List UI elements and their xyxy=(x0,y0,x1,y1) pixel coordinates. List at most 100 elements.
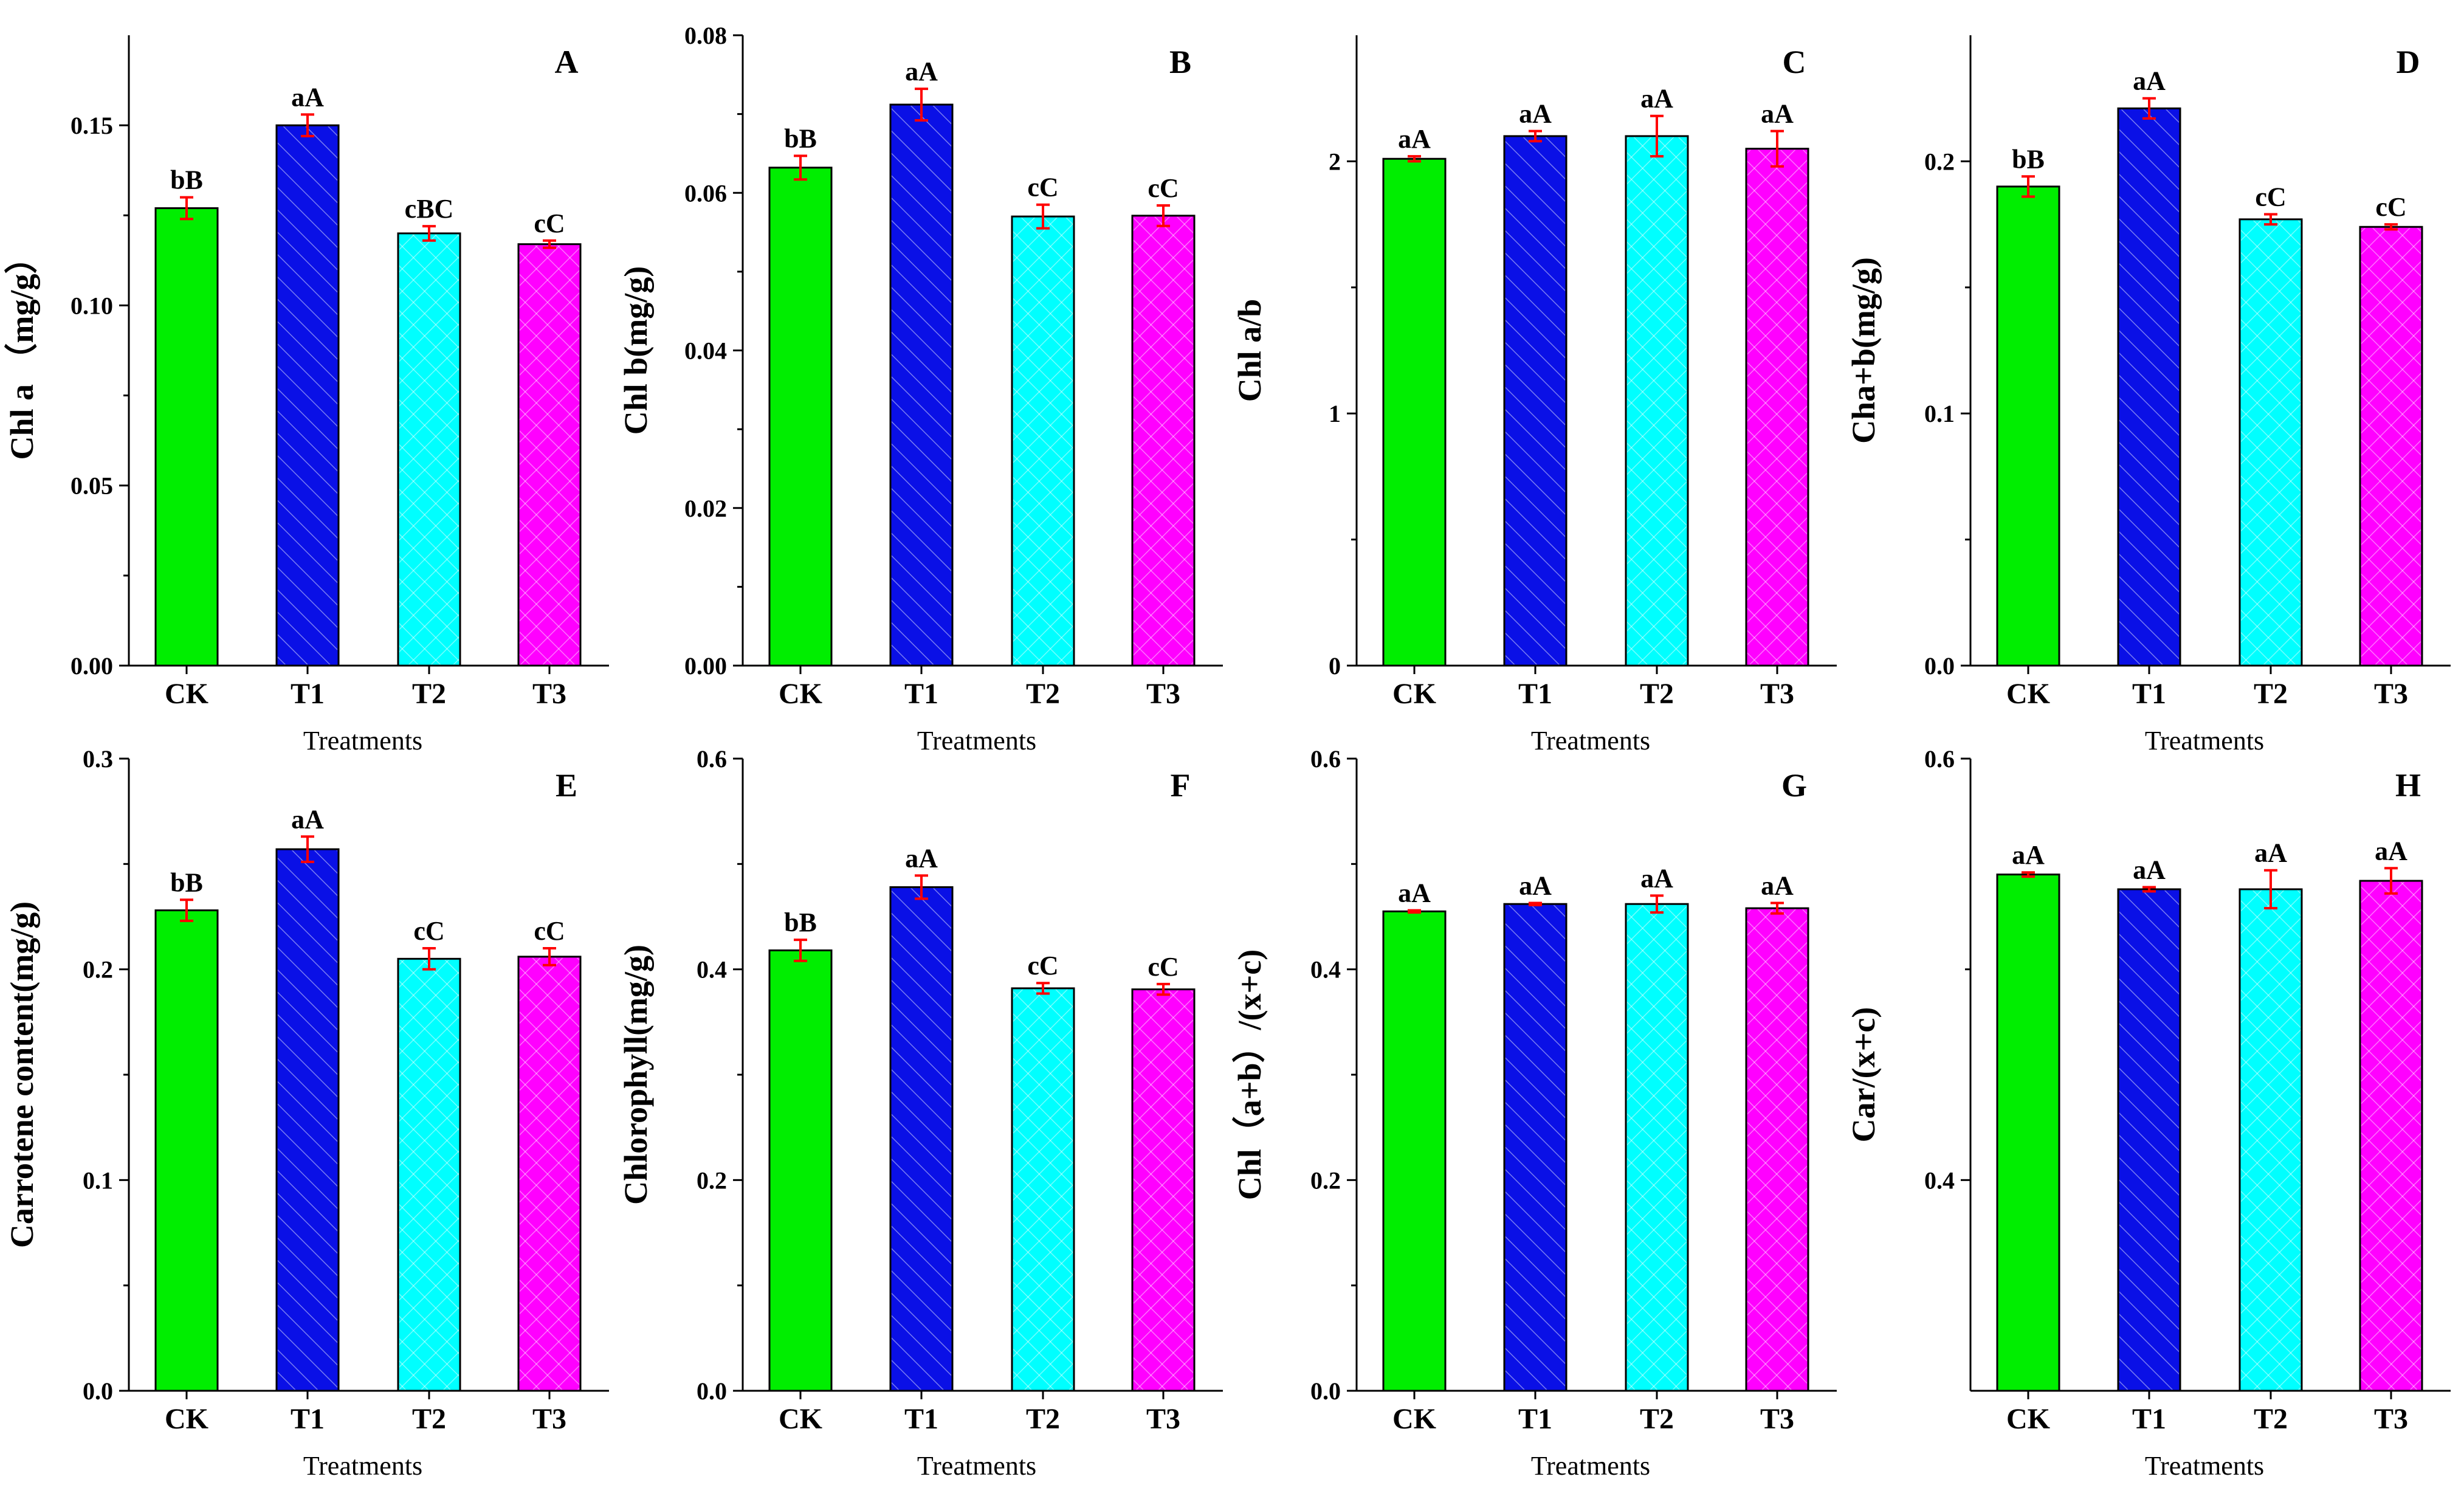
x-tick-label-t1: T1 xyxy=(1518,1403,1552,1435)
x-tick-label-t3: T3 xyxy=(2374,678,2408,710)
significance-label-ck: bB xyxy=(170,867,203,897)
y-tick-label: 0.02 xyxy=(684,495,727,522)
significance-label-t3: cC xyxy=(1148,952,1179,982)
significance-label-t2: cBC xyxy=(405,194,454,224)
significance-label-t1: aA xyxy=(291,804,324,834)
y-tick-label: 0.0 xyxy=(1310,1377,1341,1405)
bar-hatch-t1 xyxy=(278,126,337,665)
bar-hatch-t3 xyxy=(2361,228,2421,664)
x-tick-label-t1: T1 xyxy=(291,1403,325,1435)
significance-label-t1: aA xyxy=(905,843,938,873)
bar-hatch-t1 xyxy=(892,106,951,664)
significance-label-ck: aA xyxy=(2012,840,2045,870)
significance-label-t1: aA xyxy=(2133,66,2166,96)
significance-label-t2: aA xyxy=(2254,838,2287,868)
bar-hatch-t2 xyxy=(1013,218,1073,664)
y-tick-label: 0 xyxy=(1329,652,1341,680)
x-tick-label-t3: T3 xyxy=(2374,1403,2408,1435)
x-tick-label-t2: T2 xyxy=(1026,1403,1060,1435)
bar-hatch-t1 xyxy=(2119,109,2179,665)
y-tick-label: 0.10 xyxy=(71,292,113,319)
panel-e: bB CK aA T1 cC T2 cC T3 0.0 0.1 0.2 0.3 Carrotene co… xyxy=(4,745,609,1481)
significance-label-t3: cC xyxy=(534,208,565,238)
y-tick-label: 0.08 xyxy=(684,22,727,49)
y-tick-label: 0.2 xyxy=(1924,148,1955,175)
x-tick-label-t2: T2 xyxy=(1640,678,1674,710)
x-tick-label-t2: T2 xyxy=(412,1403,446,1435)
significance-label-t3: aA xyxy=(1761,870,1794,900)
y-tick-label: 2 xyxy=(1329,148,1341,175)
panel-letter-label: A xyxy=(555,44,579,80)
significance-label-ck: bB xyxy=(784,123,817,153)
x-tick-label-t2: T2 xyxy=(412,678,446,710)
y-tick-label: 0.05 xyxy=(71,472,113,500)
x-tick-label-t1: T1 xyxy=(2132,1403,2166,1435)
panel-letter-label: C xyxy=(1783,44,1806,80)
panel-a: bB CK aA T1 cBC T2 cC T3 0.00 0.05 0.10 0.15 Chl a （… xyxy=(4,35,609,756)
y-tick-label: 0.4 xyxy=(697,956,727,984)
x-tick-label-ck: CK xyxy=(1392,678,1436,710)
significance-label-t1: aA xyxy=(291,82,324,112)
significance-label-t1: aA xyxy=(1519,99,1552,129)
y-tick-label: 0.0 xyxy=(83,1377,113,1405)
y-axis-title: Chl（a+b）/(x+c) xyxy=(1231,949,1268,1201)
y-tick-label: 0.6 xyxy=(1310,745,1341,773)
panel-letter-label: B xyxy=(1169,44,1191,80)
x-tick-label-t1: T1 xyxy=(904,678,938,710)
x-tick-label-t1: T1 xyxy=(2132,678,2166,710)
y-tick-label: 0.2 xyxy=(83,956,113,984)
bar-hatch-t2 xyxy=(2241,890,2301,1390)
panel-c: aA CK aA T1 aA T2 aA T3 0 1 2 Chl a/b Treatments C xyxy=(1231,35,1837,756)
bar-hatch-t2 xyxy=(1627,905,1687,1390)
x-tick-label-t2: T2 xyxy=(2254,678,2288,710)
significance-label-ck: bB xyxy=(2012,144,2045,174)
y-tick-label: 0.15 xyxy=(71,112,113,139)
bar-hatch-t3 xyxy=(1747,909,1807,1390)
significance-label-t2: cC xyxy=(1027,951,1058,980)
significance-label-t2: cC xyxy=(2255,182,2286,212)
bar-hatch-t3 xyxy=(1134,216,1193,664)
y-axis-title: Chl b(mg/g) xyxy=(618,266,654,435)
y-tick-label: 0.0 xyxy=(697,1377,727,1405)
y-axis-title: Chl a/b xyxy=(1231,299,1268,402)
y-tick-label: 0.00 xyxy=(684,652,727,680)
y-tick-label: 0.1 xyxy=(1924,400,1955,427)
y-axis-title: Chlorophyll(mg/g) xyxy=(618,945,654,1205)
panel-b: bB CK aA T1 cC T2 cC T3 0.00 0.02 0.04 0.06 0.08 Chl … xyxy=(618,22,1223,756)
x-tick-label-t3: T3 xyxy=(532,1403,566,1435)
x-axis-title: Treatments xyxy=(917,726,1036,756)
panel-letter-label: H xyxy=(2395,767,2421,804)
x-tick-label-ck: CK xyxy=(1392,1403,1436,1435)
significance-label-ck: bB xyxy=(784,908,817,937)
y-axis-title: Cha+b(mg/g) xyxy=(1845,257,1882,444)
significance-label-t1: aA xyxy=(1519,870,1552,900)
x-axis-title: Treatments xyxy=(303,726,422,756)
y-tick-label: 0.3 xyxy=(83,745,113,773)
x-tick-label-t1: T1 xyxy=(291,678,325,710)
x-tick-label-ck: CK xyxy=(165,1403,208,1435)
bar-hatch-t3 xyxy=(1134,990,1193,1390)
y-axis-title: Carrotene content(mg/g) xyxy=(4,901,40,1248)
bar-ck xyxy=(154,909,219,1392)
y-tick-label: 0.6 xyxy=(1924,745,1955,773)
x-axis-title: Treatments xyxy=(1531,726,1650,756)
x-tick-label-t3: T3 xyxy=(1760,678,1794,710)
panel-h: aA CK aA T1 aA T2 aA T3 0.4 0.6 Car/(x+c) Treatment… xyxy=(1845,745,2451,1481)
x-tick-label-ck: CK xyxy=(165,678,208,710)
y-tick-label: 0.00 xyxy=(71,652,113,680)
significance-label-t3: cC xyxy=(1148,173,1179,203)
y-tick-label: 0.1 xyxy=(83,1166,113,1194)
bar-ck xyxy=(768,167,833,667)
x-axis-title: Treatments xyxy=(303,1451,422,1481)
bar-hatch-t3 xyxy=(2361,882,2421,1390)
x-tick-label-ck: CK xyxy=(2006,678,2050,710)
significance-label-t2: aA xyxy=(1640,84,1673,114)
panel-d: bB CK aA T1 cC T2 cC T3 0.0 0.1 0.2 Cha+b(mg/g) Trea… xyxy=(1845,35,2451,756)
bar-hatch-t2 xyxy=(1627,137,1687,665)
x-tick-label-t1: T1 xyxy=(904,1403,938,1435)
x-axis-title: Treatments xyxy=(917,1451,1036,1481)
significance-label-t2: cC xyxy=(413,916,444,946)
x-tick-label-t2: T2 xyxy=(1640,1403,1674,1435)
